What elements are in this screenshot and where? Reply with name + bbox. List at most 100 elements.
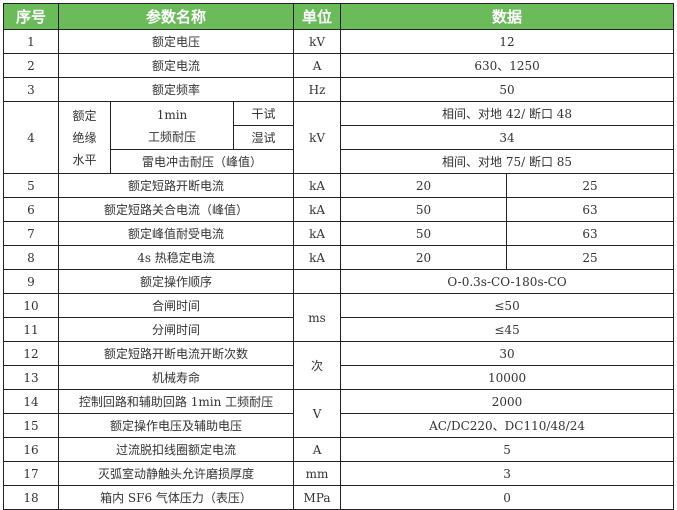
data-value: 63 <box>506 197 675 222</box>
row-number: 14 <box>3 389 59 414</box>
table-row: 12 额定短路开断电流开断次数次 30 <box>3 341 675 390</box>
data-value: 50 <box>340 197 508 222</box>
table-row: 8 4s 热稳定电流 kA 20 25 <box>3 245 675 270</box>
row-number: 16 <box>3 437 59 462</box>
data-value: 50 <box>340 221 508 246</box>
unit: A <box>293 53 342 78</box>
unit: A <box>293 437 342 462</box>
header-name: 参数名称 <box>57 3 295 30</box>
dry-test-label: 干试 <box>232 101 295 126</box>
parameter-name: 额定频率 <box>57 77 295 102</box>
table-row: 18 箱内 SF6 气体压力（表压） MPa 0 <box>3 485 675 510</box>
data-value: 2000 <box>340 389 675 414</box>
data-value: 630、1250 <box>340 53 675 78</box>
parameter-table: 序号 参数名称 单位 数据 1 额定电压 kV 12 2 额定电流 A 630、1250 3 额定… <box>3 3 675 510</box>
table-row: 10 合闸时间 ms ≤50 <box>3 293 675 342</box>
data-value: 相间、对地 42/ 断口 48 <box>340 101 675 126</box>
parameter-name: 控制回路和辅助回路 1min 工频耐压 <box>57 389 295 414</box>
row-number: 6 <box>3 197 59 222</box>
row-number: 1 <box>3 29 59 54</box>
data-value: 25 <box>506 173 675 198</box>
parameter-name: 分闸时间 <box>57 317 295 342</box>
parameter-name: 灭弧室动静触头允许磨损厚度 <box>57 461 295 486</box>
data-value: ≤50 <box>340 293 675 318</box>
parameter-name: 合闸时间 <box>57 293 295 318</box>
data-value: 63 <box>506 221 675 246</box>
data-value: 25 <box>506 245 675 270</box>
table-row: 17 灭弧室动静触头允许磨损厚度 mm 3 <box>3 461 675 486</box>
header-unit: 单位 <box>293 3 342 30</box>
table-row: 7 额定峰值耐受电流 kA 50 63 <box>3 221 675 246</box>
unit: 次 <box>293 341 342 390</box>
table-row: 13 机械寿命 10000 <box>3 365 675 390</box>
table-row: 16 过流脱扣线圈额定电流 A 5 <box>3 437 675 462</box>
data-value: 5 <box>340 437 675 462</box>
parameter-name: 箱内 SF6 气体压力（表压） <box>57 485 295 510</box>
data-value: 30 <box>340 341 675 366</box>
data-value: 3 <box>340 461 675 486</box>
table-row: 5 额定短路开断电流 kA 20 25 <box>3 173 675 198</box>
table-row: 9 额定操作顺序 O-0.3s-CO-180s-CO <box>3 269 675 294</box>
table-row: 4 额定 绝缘 水平 1min 工频耐压 干试 kV 相间、对地 42/ 断口 48 <box>3 101 675 174</box>
header-row: 序号 参数名称 单位 数据 <box>3 3 675 30</box>
group-label-line: 额定 <box>72 108 97 123</box>
parameter-name: 额定短路开断电流 <box>57 173 295 198</box>
table-row: 2 额定电流 A 630、1250 <box>3 53 675 78</box>
row-number: 7 <box>3 221 59 246</box>
table-row: 雷电冲击耐压（峰值） 相间、对地 75/ 断口 85 <box>4 149 675 174</box>
row-number: 9 <box>3 269 59 294</box>
unit: kA <box>293 197 342 222</box>
parameter-name: 额定电压 <box>57 29 295 54</box>
group-label-line: 水平 <box>72 152 97 167</box>
row-number: 13 <box>3 365 59 390</box>
unit <box>293 269 342 294</box>
group-label-line: 绝缘 <box>72 130 97 145</box>
parameter-name: 额定峰值耐受电流 <box>57 221 295 246</box>
unit: kA <box>293 173 342 198</box>
unit: Hz <box>293 77 342 102</box>
row-number: 3 <box>3 77 59 102</box>
data-value: 50 <box>340 77 675 102</box>
row-number: 4 <box>3 101 59 174</box>
data-value: ≤45 <box>340 317 675 342</box>
data-value: AC/DC220、DC110/48/24 <box>340 413 675 438</box>
table-row: 14 控制回路和辅助回路 1min 工频耐压 V 2000 <box>3 389 675 438</box>
parameter-name: 额定电流 <box>57 53 295 78</box>
table-row: 3 额定频率 Hz 50 <box>3 77 675 102</box>
unit: kV <box>293 101 342 174</box>
row-number: 8 <box>3 245 59 270</box>
sub-parameter-line: 工频耐压 <box>147 129 196 144</box>
header-data: 数据 <box>340 3 675 30</box>
row-number: 18 <box>3 485 59 510</box>
parameter-name: 额定操作电压及辅助电压 <box>57 413 295 438</box>
data-value: 20 <box>340 245 508 270</box>
unit: MPa <box>293 485 342 510</box>
row-number: 11 <box>3 317 59 342</box>
row-number: 10 <box>3 293 59 318</box>
table-row: 15 额定操作电压及辅助电压 AC/DC220、DC110/48/24 <box>3 413 675 438</box>
parameter-name: 过流脱扣线圈额定电流 <box>57 437 295 462</box>
data-value: 0 <box>340 485 675 510</box>
parameter-name: 机械寿命 <box>57 365 295 390</box>
row-number: 5 <box>3 173 59 198</box>
row-number: 2 <box>3 53 59 78</box>
unit: V <box>293 389 342 438</box>
sub-parameter-line: 1min <box>156 107 188 122</box>
group-label: 额定 绝缘 水平 <box>58 101 111 174</box>
data-value: O-0.3s-CO-180s-CO <box>340 269 675 294</box>
table-row: 11 分闸时间 ≤45 <box>3 317 675 342</box>
parameter-name: 额定操作顺序 <box>57 269 295 294</box>
table-row: 湿试 34 <box>4 125 675 150</box>
unit: ms <box>293 293 342 342</box>
row-number: 17 <box>3 461 59 486</box>
table-row: 6 额定短路关合电流（峰值） kA 50 63 <box>3 197 675 222</box>
parameter-name: 4s 热稳定电流 <box>57 245 295 270</box>
data-value: 20 <box>340 173 508 198</box>
parameter-name: 额定短路开断电流开断次数 <box>57 341 295 366</box>
wet-test-label: 湿试 <box>232 125 295 150</box>
unit: mm <box>293 461 342 486</box>
data-value: 相间、对地 75/ 断口 85 <box>340 149 675 174</box>
row-number: 12 <box>3 341 59 366</box>
unit: kA <box>293 221 342 246</box>
data-value: 12 <box>340 29 675 54</box>
